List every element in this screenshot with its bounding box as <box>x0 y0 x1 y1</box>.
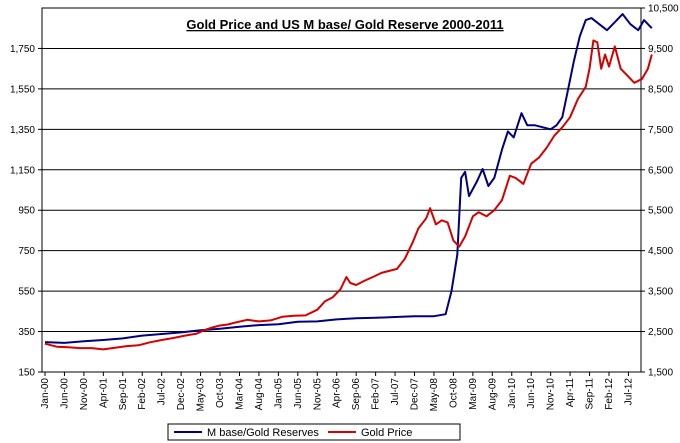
x-tick-label: Jan-10 <box>507 378 518 409</box>
chart-title: Gold Price and US M base/ Gold Reserve 2… <box>186 17 503 32</box>
x-tick-label: May-03 <box>196 378 207 412</box>
legend-label: M base/Gold Reserves <box>207 427 319 439</box>
x-tick-label: Aug-04 <box>254 378 265 411</box>
right-y-axis: 1,500 2,500 3,500 4,500 5,500 6,500 7,500 8,500… <box>641 4 679 379</box>
series-line-m-base-gold-reserves <box>44 13 653 344</box>
x-tick-label: Jul-07 <box>390 378 401 406</box>
x-tick-label: Feb-12 <box>604 378 615 410</box>
left-tick-label: 1,550 <box>10 84 35 95</box>
x-tick-label: Dec-02 <box>176 378 187 411</box>
x-tick-label: Oct-03 <box>215 378 226 408</box>
right-tick-label: 10,500 <box>648 4 679 15</box>
right-tick-label: 4,500 <box>648 246 673 257</box>
left-tick-label: 150 <box>18 368 35 379</box>
x-tick-label: Dec-07 <box>410 378 421 411</box>
x-tick-label: Apr-01 <box>98 378 109 408</box>
left-tick-label: 550 <box>18 287 35 298</box>
series-line-gold-price <box>44 39 653 351</box>
x-tick-label: Jul-02 <box>157 378 168 406</box>
x-tick-label: Aug-09 <box>487 378 498 411</box>
right-tick-label: 9,500 <box>648 44 673 55</box>
x-tick-label: Jun-10 <box>526 378 537 409</box>
plot-area <box>41 7 642 373</box>
x-tick-label: Nov-10 <box>546 378 557 411</box>
x-axis: Jan-00 Jun-00 Nov-00 Apr-01 Sep-01 Feb-02 Jul-… <box>40 372 634 411</box>
x-tick-label: Nov-00 <box>79 378 90 411</box>
x-tick-label: May-08 <box>429 378 440 412</box>
left-tick-label: 1,350 <box>10 125 35 136</box>
right-tick-label: 1,500 <box>648 368 673 379</box>
x-tick-label: Jan-00 <box>40 378 51 409</box>
left-y-axis: 150 350 550 750 950 1,150 1,350 1,550 1,750 <box>10 44 42 379</box>
x-tick-label: Jan-05 <box>273 378 284 409</box>
x-tick-label: Feb-07 <box>371 378 382 410</box>
x-tick-label: Apr-06 <box>332 378 343 408</box>
x-tick-label: Sep-06 <box>351 378 362 411</box>
right-tick-label: 6,500 <box>648 165 673 176</box>
x-tick-label: Nov-05 <box>312 378 323 411</box>
left-tick-label: 1,750 <box>10 44 35 55</box>
x-tick-label: Jun-00 <box>59 378 70 409</box>
left-tick-label: 350 <box>18 327 35 338</box>
right-tick-label: 7,500 <box>648 125 673 136</box>
right-tick-label: 8,500 <box>648 84 673 95</box>
legend-box <box>167 423 461 441</box>
x-tick-label: Feb-02 <box>137 378 148 410</box>
right-tick-label: 5,500 <box>648 206 673 217</box>
x-tick-label: Apr-11 <box>565 378 576 408</box>
x-tick-label: Jun-05 <box>293 378 304 409</box>
legend: M base/Gold Reserves Gold Price <box>167 423 461 441</box>
left-tick-label: 750 <box>18 246 35 257</box>
x-tick-label: Mar-09 <box>468 378 479 410</box>
legend-label: Gold Price <box>361 427 412 439</box>
x-tick-label: Sep-11 <box>585 378 596 410</box>
series-layer <box>44 13 653 351</box>
x-tick-label: Sep-01 <box>118 378 129 411</box>
x-tick-label: Oct-08 <box>448 378 459 408</box>
right-tick-label: 2,500 <box>648 327 673 338</box>
x-tick-label: Mar-04 <box>234 378 245 410</box>
x-tick-label: Jul-12 <box>623 378 634 406</box>
left-tick-label: 950 <box>18 206 35 217</box>
gridlines <box>42 47 641 333</box>
left-tick-label: 1,150 <box>10 165 35 176</box>
right-tick-label: 3,500 <box>648 287 673 298</box>
